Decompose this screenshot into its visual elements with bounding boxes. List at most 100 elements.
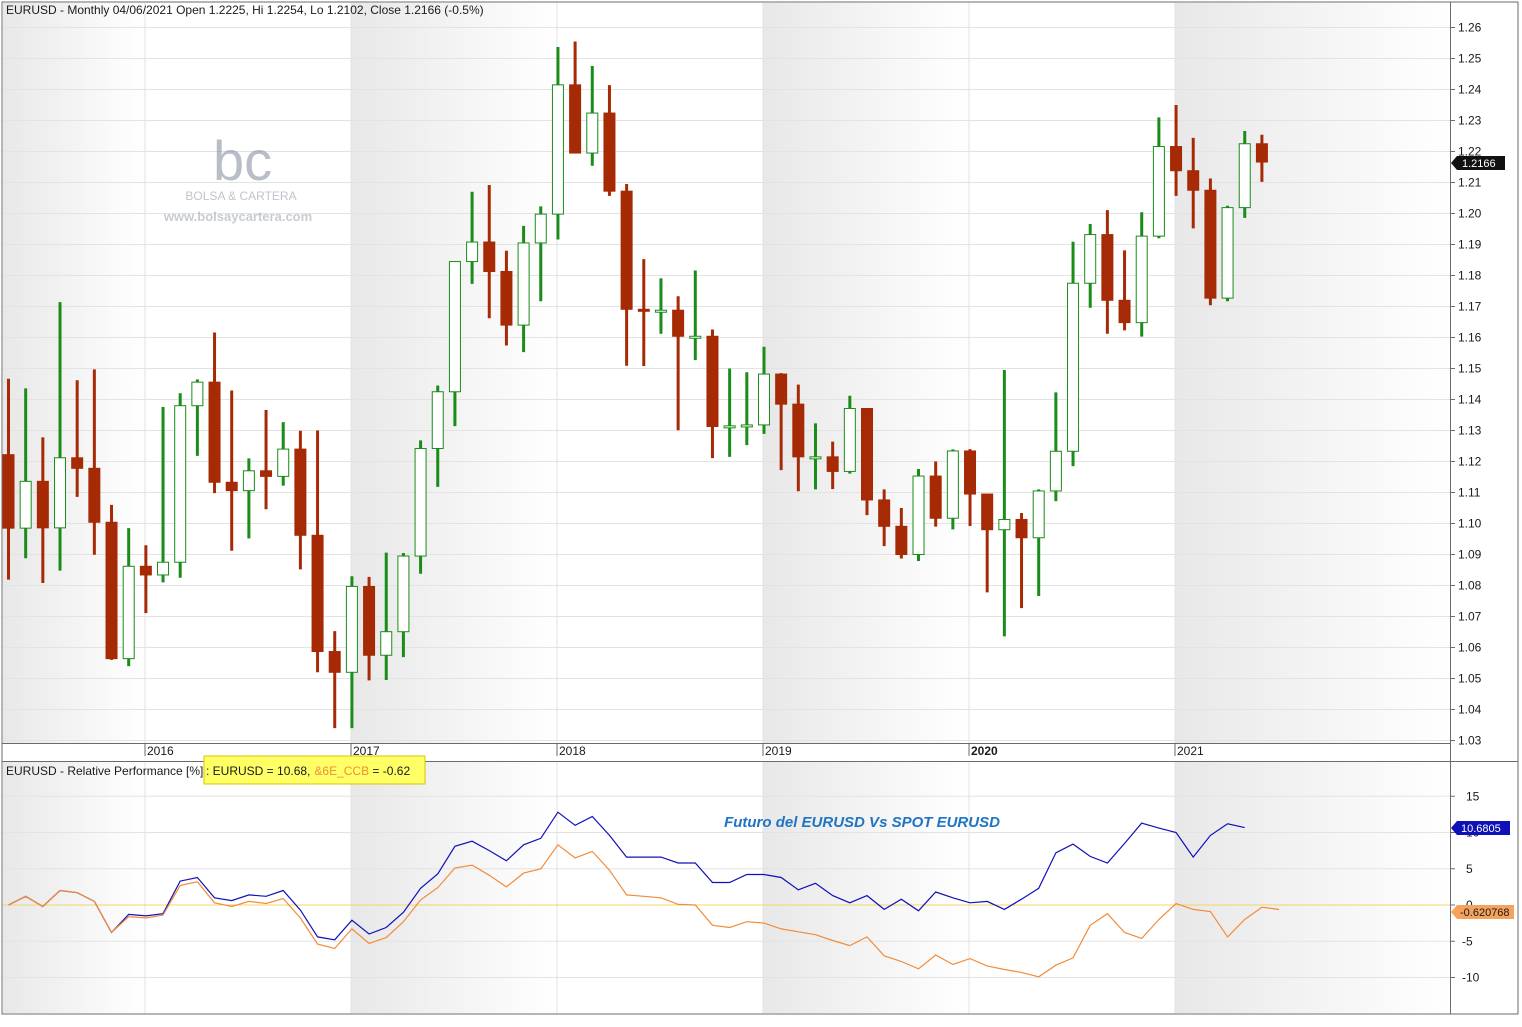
candle-down: [105, 504, 118, 660]
series2-tag: -0.620768: [1451, 905, 1514, 919]
candle-up: [277, 422, 290, 486]
candle-body: [328, 651, 341, 673]
candles: [2, 41, 1268, 729]
relative-performance-lines: [8, 811, 1280, 978]
candle-body: [740, 424, 753, 428]
candle-up: [414, 440, 427, 574]
candle-body: [1084, 234, 1097, 284]
candle-body: [861, 407, 873, 501]
candle-down: [964, 449, 977, 526]
grid-lines: [3, 3, 1450, 1013]
candle-body: [946, 450, 959, 519]
legend-text: : EURUSD = 10.68, &6E_CCB = -0.62: [206, 764, 410, 778]
candle-down: [603, 85, 616, 196]
watermark: bc BOLSA & CARTERA www.bolsaycartera.com: [163, 129, 312, 224]
candle-down: [208, 332, 221, 494]
price-y-tick-label: 1.11: [1458, 486, 1481, 500]
candle-body: [448, 261, 461, 393]
candle-body: [88, 467, 101, 523]
candle-body: [1032, 490, 1045, 539]
candle-body: [826, 456, 839, 472]
candle-body: [466, 241, 479, 263]
candle-body: [912, 475, 925, 556]
candle-down: [260, 410, 273, 510]
price-y-tick-label: 1.25: [1458, 52, 1482, 66]
candle-body: [311, 534, 324, 653]
candle-body: [878, 499, 891, 527]
year-shade: [3, 762, 145, 1013]
candle-down: [895, 508, 908, 559]
candle-body: [1204, 189, 1217, 299]
price-y-tick-label: 1.04: [1458, 703, 1482, 717]
candle-up: [740, 372, 753, 446]
candle-body: [277, 448, 290, 477]
candle-up: [1067, 241, 1080, 467]
candle-up: [1049, 392, 1062, 502]
watermark-brand: BOLSA & CARTERA: [185, 189, 296, 203]
eurusd-line: [8, 811, 1245, 941]
candle-body: [534, 213, 547, 244]
candle-down: [139, 545, 152, 614]
price-y-tick-label: 1.15: [1458, 362, 1482, 376]
price-y-tick-label: 1.05: [1458, 672, 1482, 686]
candle-down: [620, 184, 633, 366]
candle-up: [345, 576, 358, 729]
candle-body: [294, 448, 307, 536]
year-label: 2021: [1177, 744, 1204, 758]
candle-body: [1049, 450, 1062, 492]
candle-down: [88, 369, 101, 555]
candle-body: [1255, 143, 1268, 163]
candle-down: [981, 493, 994, 593]
candle-body: [1221, 207, 1234, 299]
legend-eurusd: : EURUSD = 10.68,: [206, 764, 310, 778]
candle-up: [551, 47, 564, 240]
year-shade: [351, 762, 557, 1013]
candle-up: [466, 191, 479, 284]
year-shade: [763, 762, 969, 1013]
candle-body: [54, 457, 67, 529]
price-y-tick-label: 1.03: [1458, 734, 1482, 748]
futures-line: [8, 843, 1280, 978]
candle-down: [878, 489, 891, 547]
candle-body: [757, 373, 770, 426]
candle-down: [706, 329, 719, 459]
candle-body: [569, 84, 582, 154]
year-label: 2016: [147, 744, 174, 758]
price-y-tick-label: 1.16: [1458, 331, 1482, 345]
candle-body: [363, 585, 376, 656]
candle-up: [586, 65, 599, 166]
candle-up: [19, 388, 32, 559]
candle-down: [637, 259, 650, 367]
candle-down: [1255, 134, 1268, 182]
price-y-tick-label: 1.14: [1458, 393, 1482, 407]
annotation-text: Futuro del EURUSD Vs SPOT EURUSD: [724, 814, 1000, 831]
candle-down: [569, 41, 582, 154]
candle-body: [689, 335, 702, 339]
performance-y-tick-label: 5: [1466, 862, 1473, 876]
price-panel-title: EURUSD - Monthly 04/06/2021 Open 1.2225,…: [6, 3, 484, 17]
price-y-tick-label: 1.23: [1458, 114, 1482, 128]
last-price-label: 1.2166: [1462, 158, 1496, 170]
candle-body: [345, 585, 358, 673]
watermark-url: www.bolsaycartera.com: [163, 209, 312, 224]
candle-down: [1101, 210, 1114, 334]
candle-body: [139, 565, 152, 576]
candle-body: [637, 308, 650, 312]
price-y-tick-label: 1.17: [1458, 300, 1482, 314]
price-y-tick-label: 1.21: [1458, 176, 1482, 190]
candle-down: [36, 437, 49, 584]
candle-body: [105, 521, 118, 660]
candle-up: [843, 395, 856, 474]
candle-down: [861, 407, 873, 516]
candle-up: [122, 528, 135, 667]
year-label: 2017: [353, 744, 380, 758]
candle-down: [294, 430, 307, 570]
candle-body: [1170, 146, 1183, 172]
candle-up: [757, 346, 770, 434]
candle-up: [380, 552, 393, 681]
candle-body: [517, 242, 530, 326]
series1-tag-label: 10.6805: [1461, 823, 1501, 835]
candle-body: [208, 381, 221, 483]
candle-down: [2, 378, 15, 580]
